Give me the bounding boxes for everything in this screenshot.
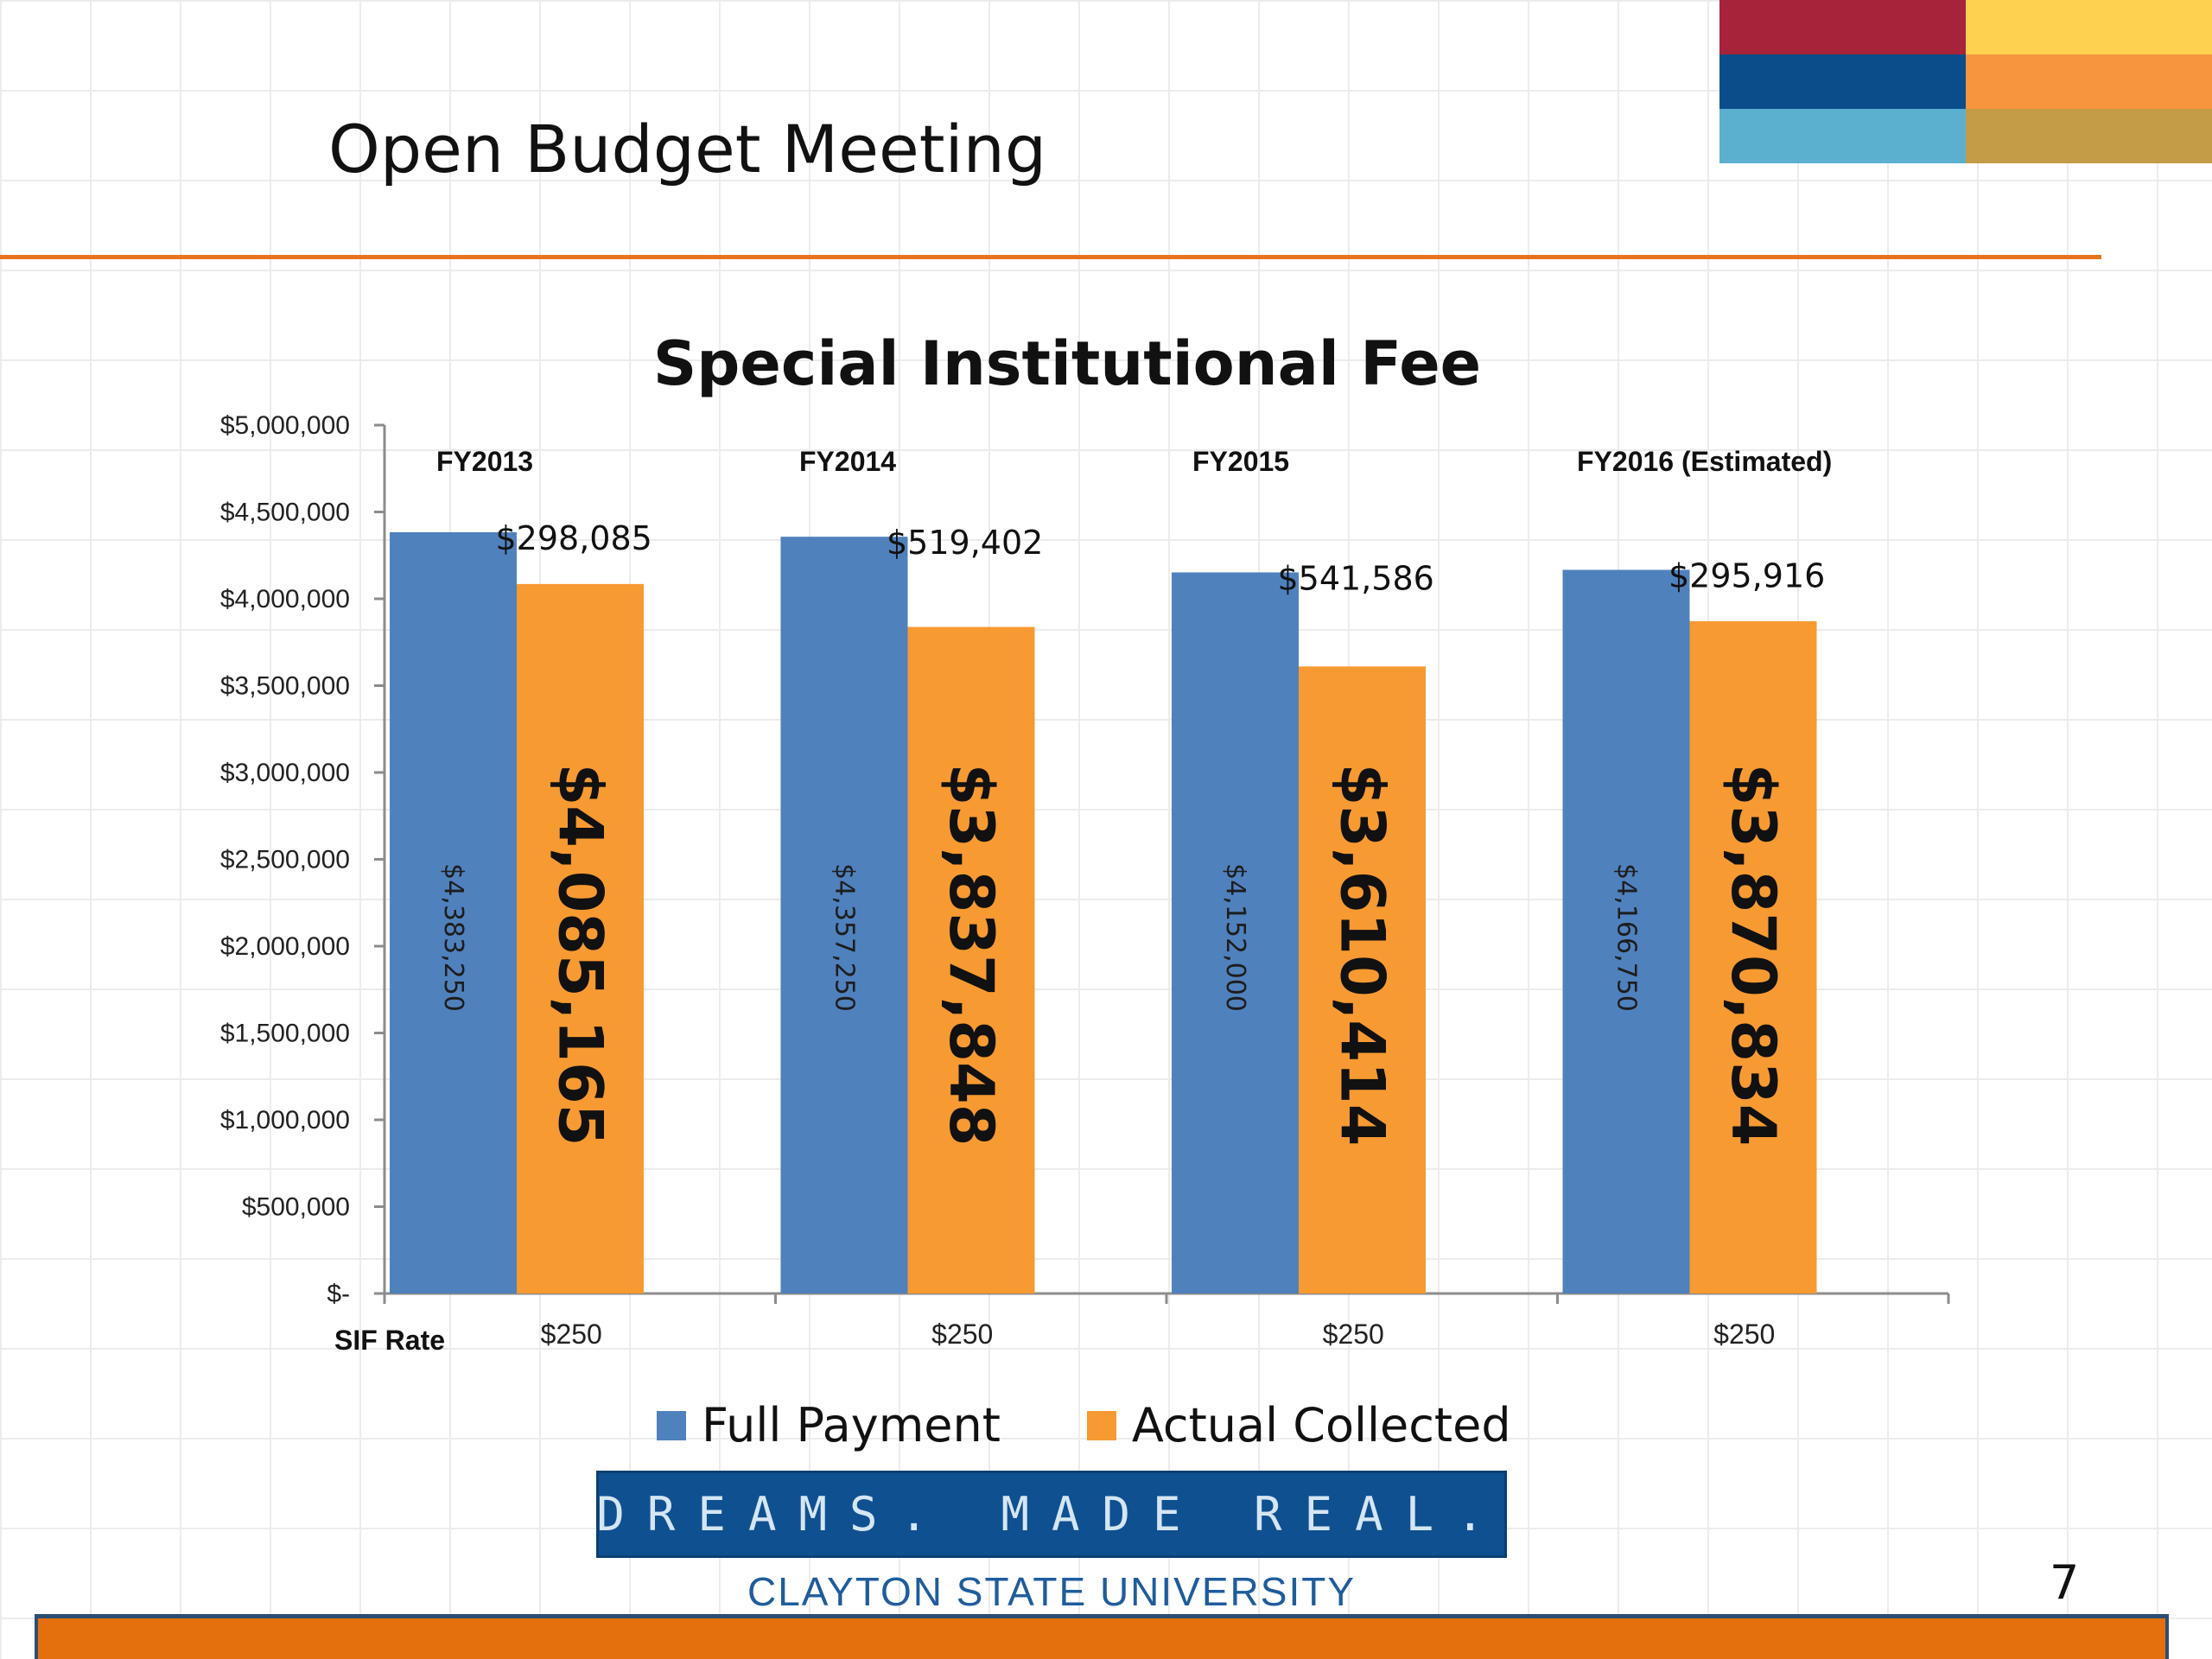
y-tick-label: $- [327, 1280, 350, 1308]
difference-label: $295,916 [1669, 556, 1825, 594]
data-label-actual-collected: $3,610,414 [1327, 764, 1398, 1147]
rate-label: $250 [931, 1319, 993, 1350]
data-label-full-payment: $4,152,000 [1220, 863, 1250, 1012]
category-label: FY2015 [1192, 446, 1289, 477]
bar-full-payment [1172, 572, 1299, 1294]
legend-swatch-full-payment [657, 1410, 686, 1440]
difference-label: $519,402 [887, 524, 1043, 562]
rate-label: $250 [1323, 1319, 1384, 1350]
data-label-actual-collected: $3,837,848 [936, 764, 1007, 1147]
bar-full-payment [1562, 569, 1690, 1294]
accent-block [1966, 54, 2212, 109]
legend-swatch-actual-collected [1086, 1410, 1116, 1440]
y-tick-label: $2,500,000 [220, 846, 350, 874]
difference-label: $298,085 [495, 519, 652, 557]
rate-label: $250 [1713, 1319, 1775, 1350]
legend-label-full-payment: Full Payment [702, 1398, 1001, 1452]
data-label-full-payment: $4,166,750 [1611, 863, 1642, 1012]
y-tick-label: $4,500,000 [220, 499, 350, 527]
y-tick-label: $3,500,000 [220, 672, 350, 701]
data-label-full-payment: $4,383,250 [438, 863, 468, 1012]
accent-block [1966, 0, 2212, 54]
footer-bar [35, 1614, 2169, 1659]
tagline-banner: DREAMS. MADE REAL. [596, 1471, 1507, 1558]
chart-legend: Full Payment Actual Collected [657, 1398, 1598, 1452]
y-tick-label: $4,000,000 [220, 585, 350, 613]
data-label-actual-collected: $4,085,165 [545, 764, 616, 1147]
difference-label: $541,586 [1277, 559, 1433, 597]
bar-full-payment [780, 537, 908, 1294]
rate-axis-label: SIF Rate [334, 1325, 445, 1356]
data-label-actual-collected: $3,870,834 [1718, 764, 1789, 1147]
accent-block [1719, 109, 1966, 163]
y-tick-label: $2,000,000 [220, 932, 350, 961]
bar-actual-collected [1689, 620, 1817, 1294]
bar-actual-collected [907, 626, 1035, 1294]
legend-item-full-payment: Full Payment [657, 1398, 1001, 1452]
title-divider [0, 255, 2101, 259]
category-label: FY2014 [799, 446, 896, 477]
accent-color-blocks [1719, 0, 2212, 164]
page-number: 7 [2050, 1555, 2080, 1610]
rate-label: $250 [541, 1319, 602, 1350]
y-tick-label: $1,000,000 [220, 1106, 350, 1135]
legend-item-actual-collected: Actual Collected [1086, 1398, 1511, 1452]
bar-full-payment [390, 531, 517, 1294]
bar-actual-collected [517, 583, 644, 1294]
y-tick-label: $5,000,000 [220, 411, 350, 440]
bar-actual-collected [1299, 666, 1426, 1294]
y-tick-label: $500,000 [242, 1193, 350, 1222]
slide-title: Open Budget Meeting [328, 111, 1047, 188]
accent-block [1719, 0, 1966, 54]
tagline-text: DREAMS. MADE REAL. [596, 1487, 1507, 1541]
chart-title: Special Institutional Fee [652, 328, 1482, 399]
accent-block [1719, 54, 1966, 109]
y-tick-label: $3,000,000 [220, 759, 350, 787]
bar-chart: $- $500,000 $1,000,000 $1,500,000 $2,000,000… [220, 411, 1950, 1356]
university-name: CLAYTON STATE UNIVERSITY [747, 1569, 1357, 1614]
category-label: FY2016 (Estimated) [1577, 446, 1832, 477]
category-label: FY2013 [436, 446, 533, 477]
y-tick-label: $1,500,000 [220, 1020, 350, 1048]
accent-block [1966, 109, 2212, 163]
data-label-full-payment: $4,357,250 [830, 863, 860, 1012]
legend-label-actual-collected: Actual Collected [1131, 1398, 1511, 1452]
